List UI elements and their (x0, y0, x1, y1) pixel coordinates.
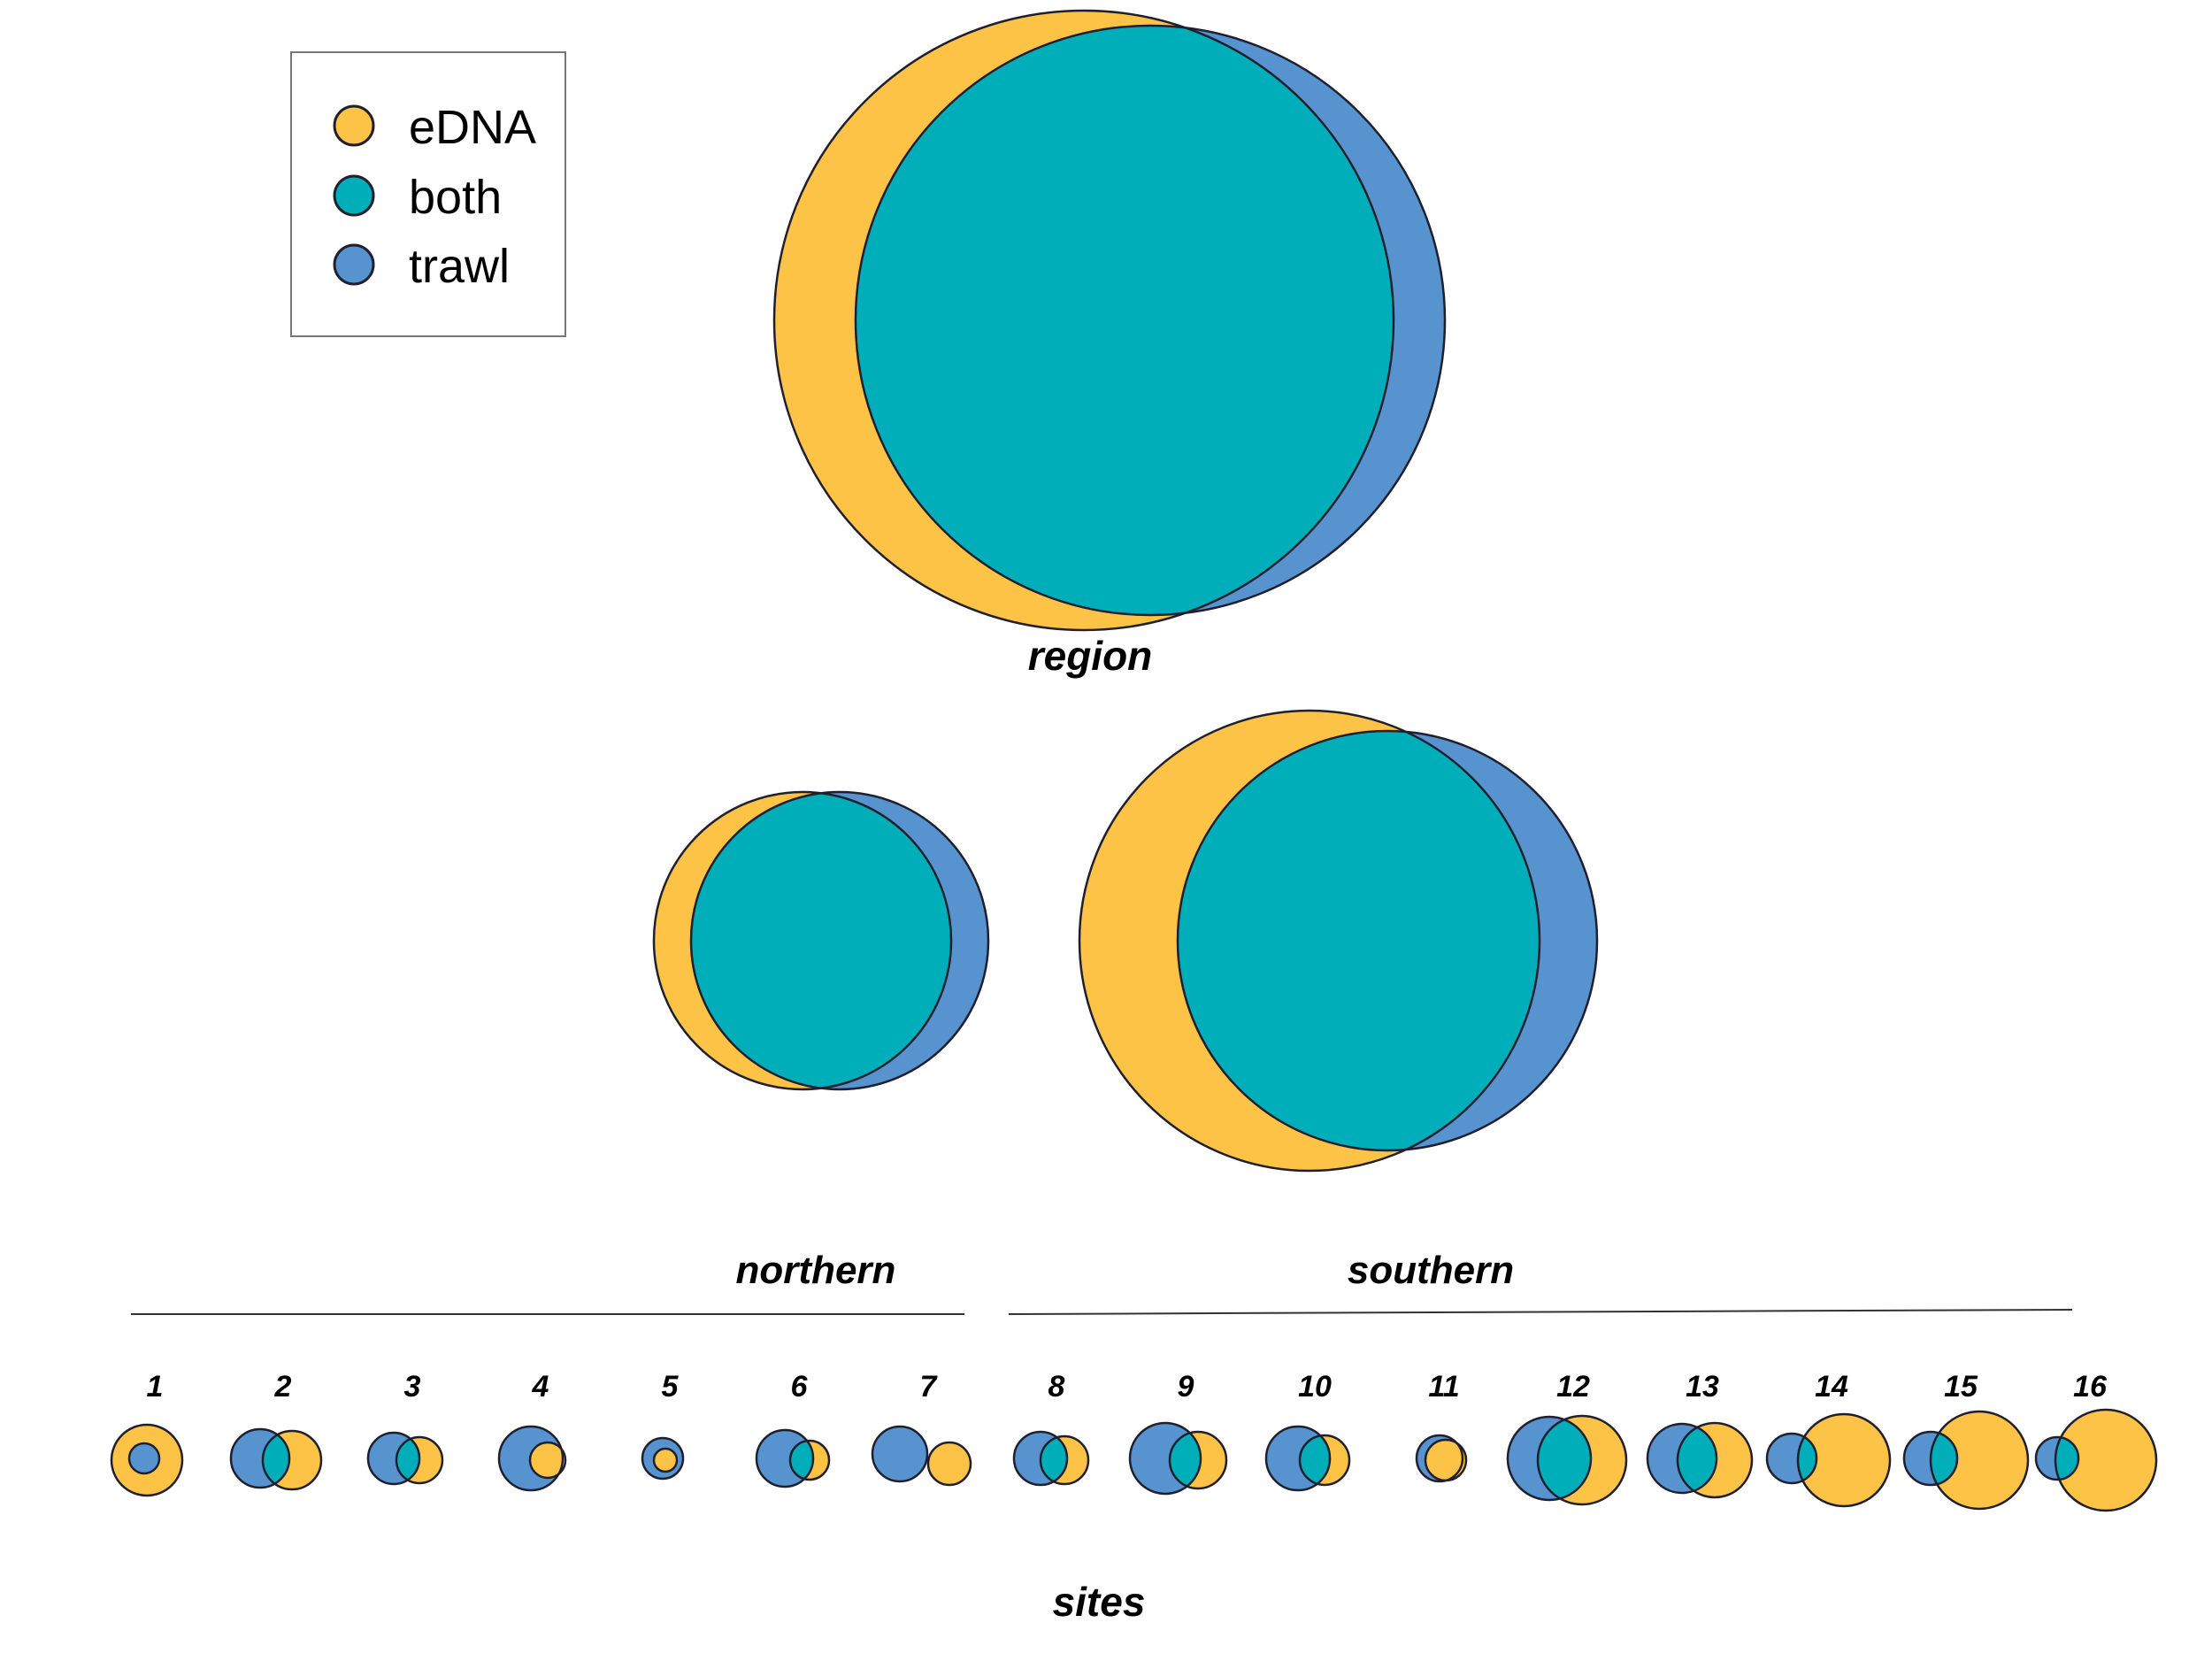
venn-northern (652, 790, 990, 1091)
venn-site-6 (755, 1428, 831, 1488)
venn-site-14 (1765, 1412, 1892, 1508)
site-label: 14 (1815, 1370, 1848, 1404)
venn-site-5 (641, 1436, 685, 1481)
legend-swatch-edna (333, 104, 375, 147)
legend: eDNA both trawl (290, 51, 566, 337)
site-label: 6 (791, 1370, 809, 1404)
venn-site-12 (1506, 1414, 1628, 1506)
venn-site-2 (229, 1427, 323, 1491)
legend-swatch-both (333, 174, 375, 217)
site-label: 5 (662, 1370, 680, 1404)
venn-site-16 (2034, 1408, 2158, 1512)
venn-site-7 (871, 1425, 972, 1487)
venn-site-8 (1012, 1430, 1090, 1487)
venn-site-13 (1646, 1421, 1754, 1499)
site-label: 4 (532, 1370, 549, 1404)
region-label: region (1028, 633, 1153, 679)
legend-label-both: both (409, 171, 502, 224)
site-label: 2 (274, 1370, 292, 1404)
site-label: 12 (1556, 1370, 1590, 1404)
sites-label: sites (1053, 1579, 1146, 1625)
legend-label-edna: eDNA (409, 101, 536, 154)
site-label: 1 (147, 1370, 164, 1404)
site-label: 13 (1686, 1370, 1719, 1404)
site-label: 11 (1428, 1370, 1459, 1404)
site-label: 16 (2073, 1370, 2108, 1404)
venn-site-3 (366, 1431, 444, 1486)
southern-overlap (1178, 731, 1540, 1150)
venn-site-4 (497, 1425, 567, 1492)
venn-site-1 (110, 1423, 184, 1497)
site-label: 3 (404, 1370, 421, 1404)
venn-site-10 (1264, 1425, 1351, 1492)
region-overlap (856, 26, 1394, 615)
venn-southern (1078, 709, 1599, 1173)
venn-site-15 (1902, 1410, 2030, 1511)
southern-label: southern (1348, 1249, 1514, 1292)
venn-region (772, 9, 1447, 632)
legend-label-trawl: trawl (409, 240, 510, 293)
northern-overlap (691, 792, 951, 1089)
site-label: 15 (1944, 1370, 1978, 1404)
venn-site-9 (1128, 1421, 1228, 1496)
site-label: 8 (1048, 1370, 1065, 1404)
venn-site-11 (1415, 1434, 1468, 1483)
southern-divider (1008, 1309, 2073, 1315)
northern-label: northern (736, 1249, 896, 1292)
site-label: 10 (1298, 1370, 1332, 1404)
site-label: 9 (1178, 1370, 1194, 1404)
site-labels: 1 2 3 4 5 6 7 8 9 10 11 12 13 14 15 16 (147, 1370, 2108, 1404)
legend-swatch-trawl (333, 243, 375, 286)
site-label: 7 (920, 1370, 939, 1404)
